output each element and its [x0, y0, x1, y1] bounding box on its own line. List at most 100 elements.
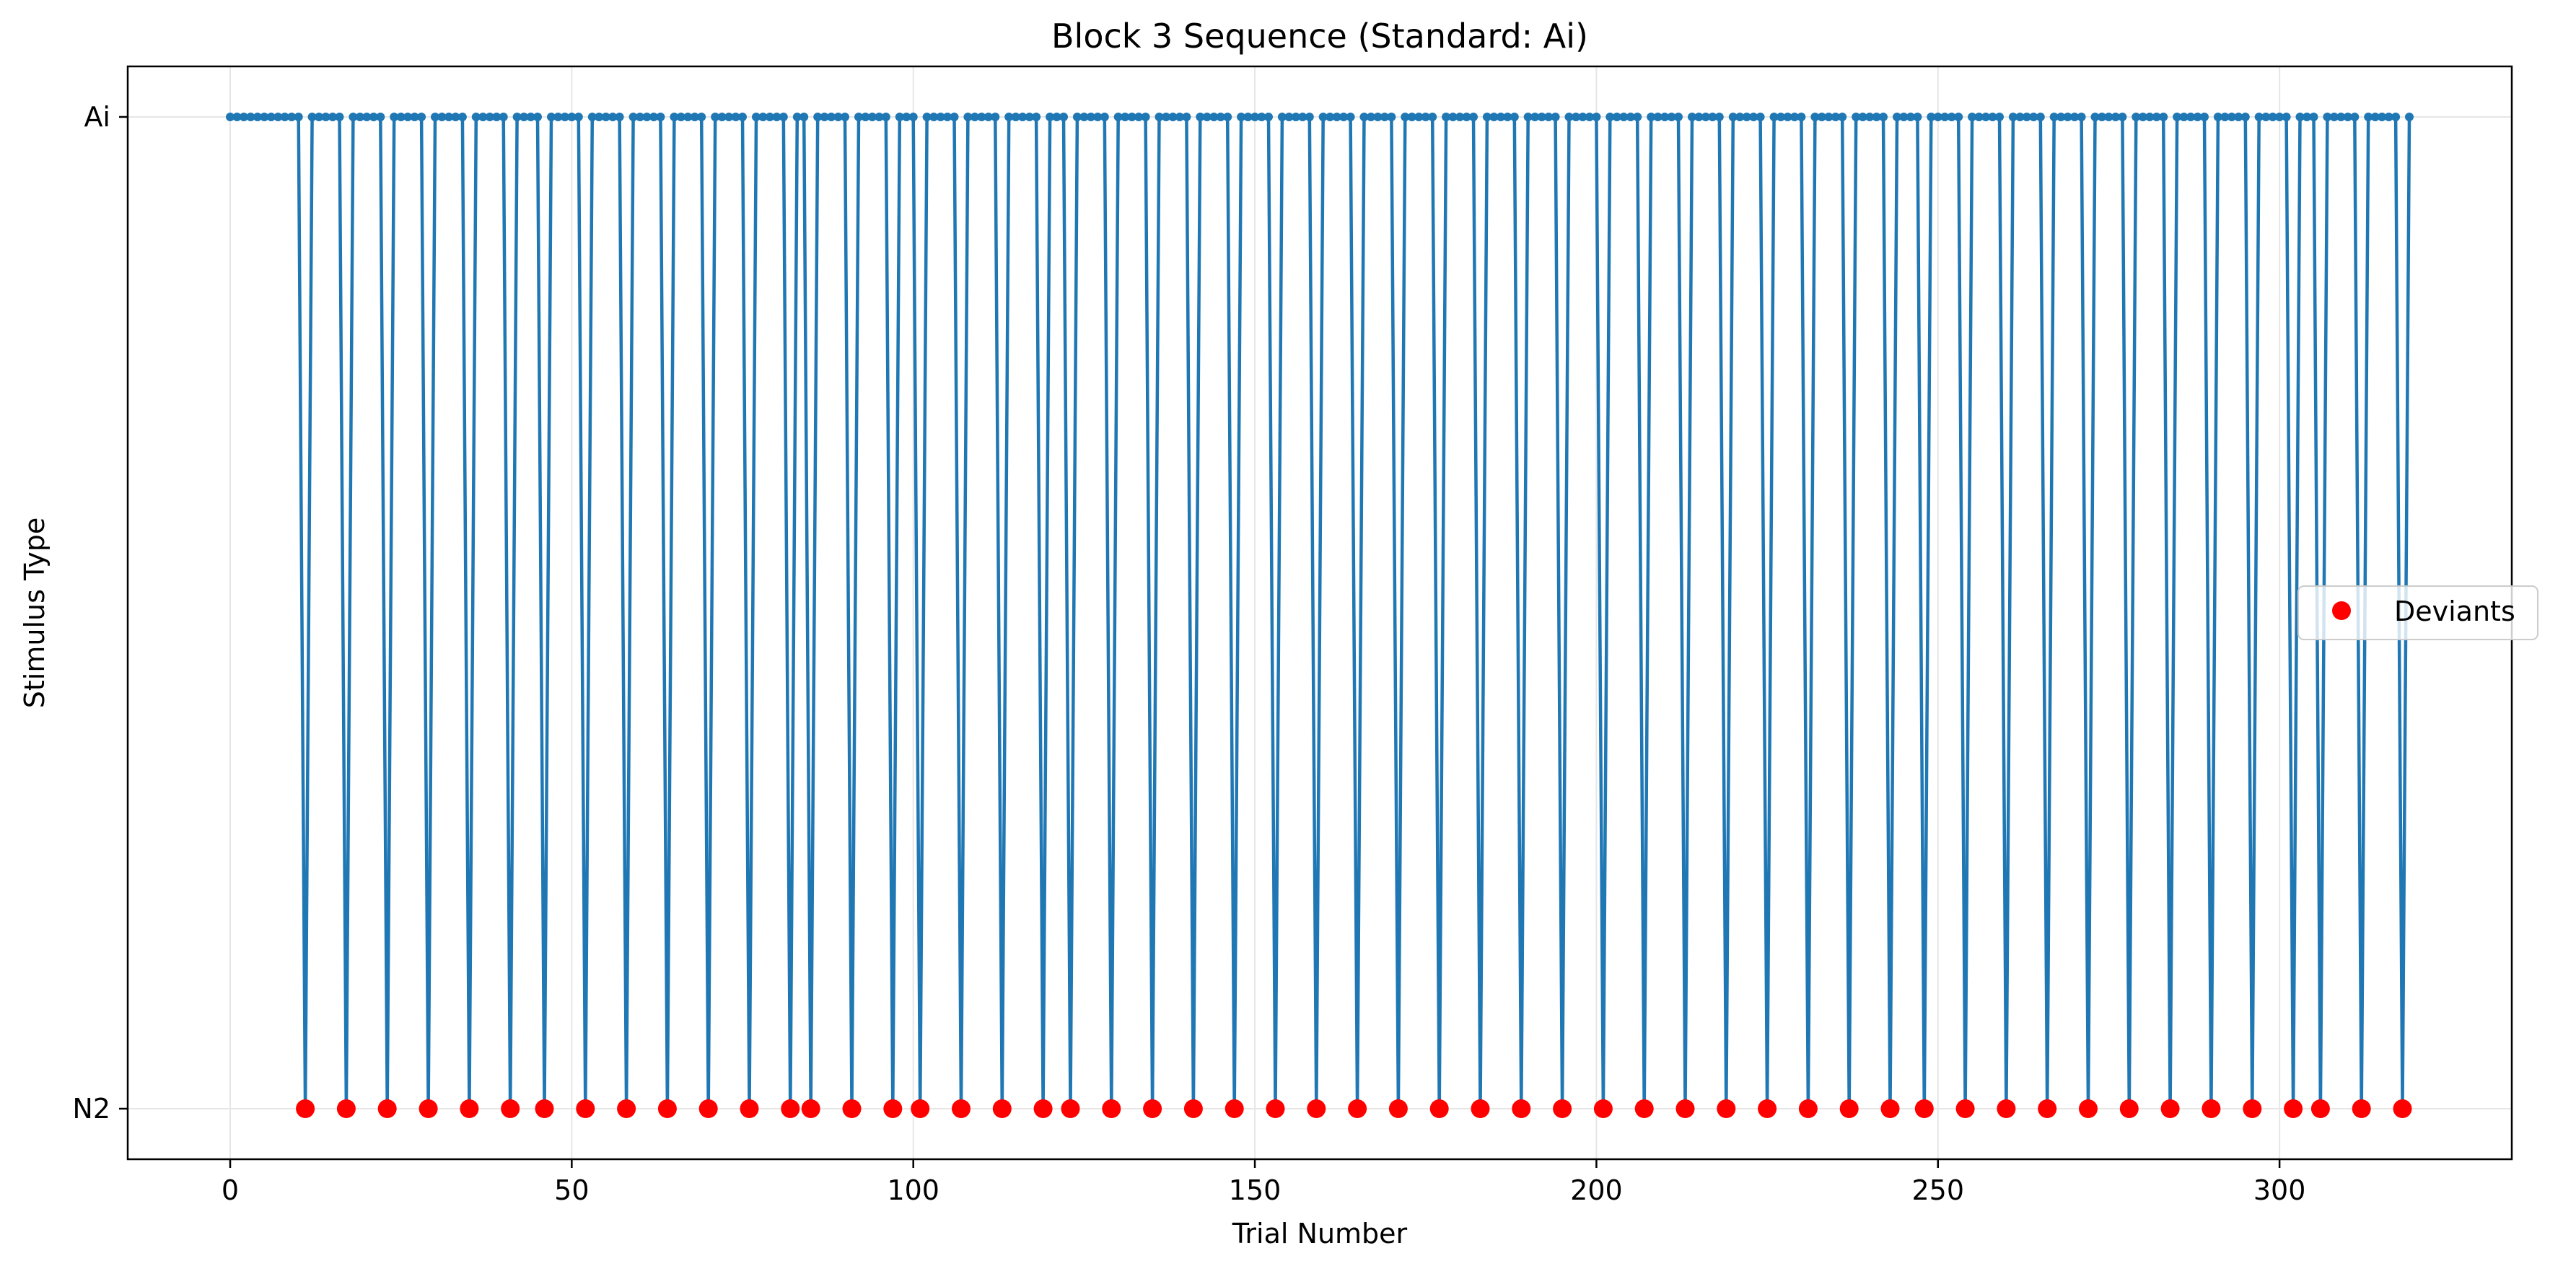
sequence-point [697, 113, 706, 121]
sequence-point [717, 113, 727, 121]
sequence-point [1202, 113, 1212, 121]
sequence-point [1032, 113, 1041, 121]
sequence-point [1127, 113, 1136, 121]
sequence-point [779, 113, 788, 121]
sequence-point [936, 113, 945, 121]
sequence-point [1414, 113, 1424, 121]
legend: Deviants [2297, 585, 2538, 640]
sequence-point [362, 113, 372, 121]
sequence-point [2350, 113, 2360, 121]
sequence-point [1933, 113, 1942, 121]
sequence-point [711, 113, 720, 121]
sequence-point [2200, 113, 2209, 121]
sequence-point [1018, 113, 1028, 121]
sequence-point [2049, 113, 2059, 121]
sequence-point [601, 113, 610, 121]
sequence-point [553, 113, 563, 121]
sequence-point [1503, 113, 1512, 121]
sequence-point [1742, 113, 1751, 121]
sequence-point [390, 113, 399, 121]
sequence-point [1291, 113, 1300, 121]
sequence-point [615, 113, 624, 121]
sequence-point [1913, 113, 1922, 121]
sequence-point [499, 113, 508, 121]
sequence-point [649, 113, 658, 121]
sequence-point [1175, 113, 1184, 121]
sequence-point [2384, 113, 2393, 121]
sequence-point [656, 113, 665, 121]
sequence-point [451, 113, 460, 121]
sequence-point [253, 113, 262, 121]
sequence-point [983, 113, 993, 121]
sequence-point [1510, 113, 1519, 121]
sequence-point [410, 113, 419, 121]
sequence-point [1585, 113, 1594, 121]
sequence-point [1831, 113, 1840, 121]
sequence-point [1346, 113, 1355, 121]
sequence-point [854, 113, 863, 121]
sequence-point [1482, 113, 1491, 121]
sequence-point [457, 113, 467, 121]
deviant-point [617, 1099, 636, 1118]
sequence-point [1237, 113, 1246, 121]
sequence-point [1401, 113, 1410, 121]
sequence-point [1004, 113, 1014, 121]
sequence-point [1756, 113, 1765, 121]
sequence-point [902, 113, 911, 121]
sequence-point [1134, 113, 1144, 121]
sequence-point [2022, 113, 2031, 121]
sequence-point [1326, 113, 1335, 121]
sequence-point [2070, 113, 2080, 121]
sequence-point [2063, 113, 2072, 121]
sequence-point [2104, 113, 2113, 121]
deviant-point [1307, 1099, 1326, 1118]
sequence-point [2378, 113, 2387, 121]
deviant-point [1634, 1099, 1654, 1118]
x-tick-label: 0 [222, 1174, 239, 1206]
sequence-point [492, 113, 501, 121]
sequence-point [1428, 113, 1437, 121]
sequence-point [772, 113, 781, 121]
deviant-point [501, 1099, 520, 1118]
sequence-point [2186, 113, 2195, 121]
sequence-point [1852, 113, 1861, 121]
sequence-point [1257, 113, 1266, 121]
sequence-point [1701, 113, 1710, 121]
sequence-point [1359, 113, 1369, 121]
deviant-point [698, 1099, 718, 1118]
sequence-point [2159, 113, 2168, 121]
sequence-point [1879, 113, 1888, 121]
sequence-point [1790, 113, 1799, 121]
sequence-point [1551, 113, 1560, 121]
deviant-point [2119, 1099, 2139, 1118]
sequence-point [2098, 113, 2106, 121]
sequence-point [1858, 113, 1867, 121]
sequence-point [2268, 113, 2277, 121]
sequence-point [1332, 113, 1341, 121]
sequence-point [813, 113, 823, 121]
sequence-point [731, 113, 740, 121]
sequence-point [908, 113, 918, 121]
deviant-point [1143, 1099, 1162, 1118]
sequence-point [1380, 113, 1389, 121]
sequence-point [1667, 113, 1676, 121]
sequence-point [1537, 113, 1546, 121]
sequence-point [2008, 113, 2018, 121]
sequence-point [335, 113, 344, 121]
deviant-point [1512, 1099, 1531, 1118]
sequence-point [1619, 113, 1629, 121]
sequence-point [1318, 113, 1328, 121]
x-tick-label: 300 [2253, 1174, 2306, 1206]
sequence-point [1714, 113, 1724, 121]
sequence-point [444, 113, 453, 121]
sequence-point [1947, 113, 1956, 121]
sequence-point [226, 113, 235, 121]
sequence-point [1626, 113, 1635, 121]
sequence-point [841, 113, 849, 121]
sequence-point [1052, 113, 1061, 121]
sequence-point [1817, 113, 1826, 121]
sequence-point [1277, 113, 1287, 121]
sequence-point [799, 113, 809, 121]
sequence-point [1121, 113, 1130, 121]
sequence-point [2213, 113, 2222, 121]
